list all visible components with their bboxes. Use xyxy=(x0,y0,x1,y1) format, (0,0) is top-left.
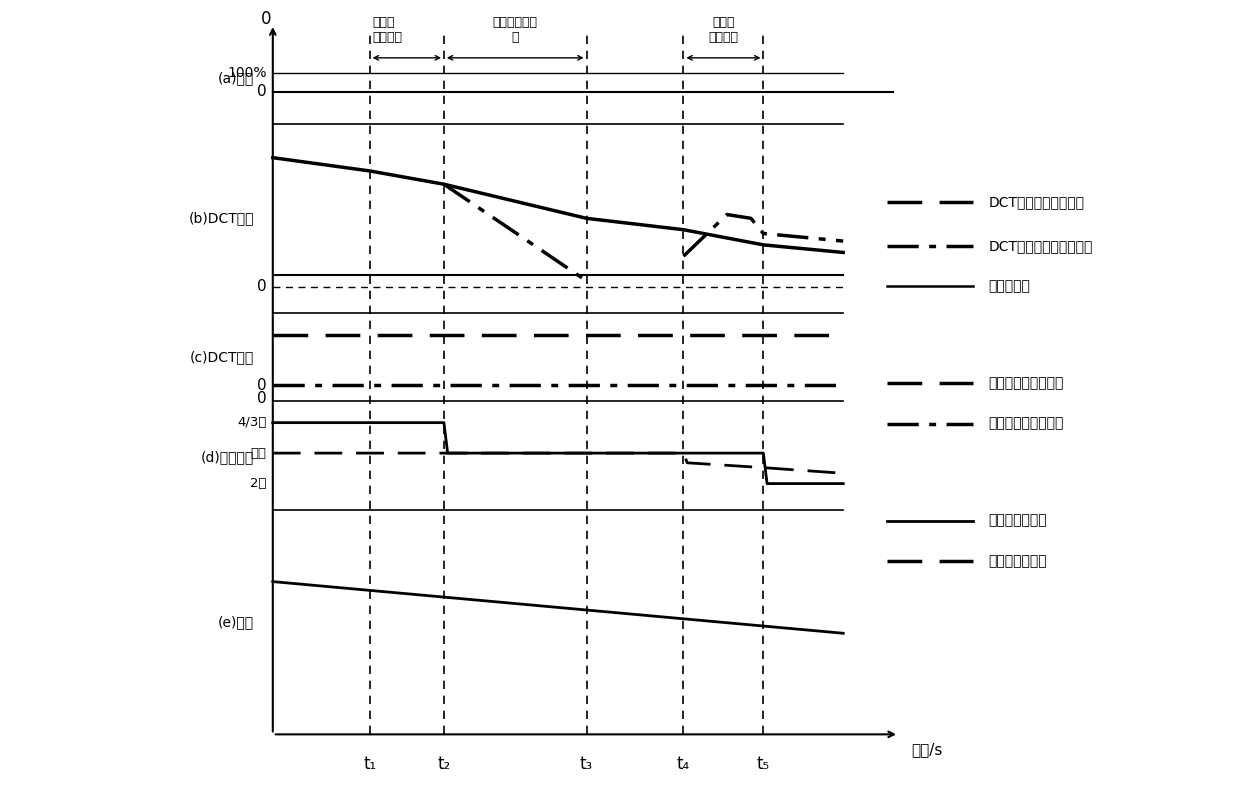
Text: (b)DCT转速: (b)DCT转速 xyxy=(188,211,254,225)
Text: 偶数轴转速下
拉: 偶数轴转速下 拉 xyxy=(492,16,538,44)
Text: (e)车速: (e)车速 xyxy=(218,615,254,629)
Text: 中位: 中位 xyxy=(250,446,267,460)
Text: t₂: t₂ xyxy=(438,755,450,772)
Text: 4/3档: 4/3档 xyxy=(237,416,267,429)
Text: 偶数离合器传递扔矩: 偶数离合器传递扔矩 xyxy=(988,416,1064,431)
Text: 奇数离合器传递扔矩: 奇数离合器传递扔矩 xyxy=(988,376,1064,391)
Text: 奇数档拨叉位置: 奇数档拨叉位置 xyxy=(988,513,1047,528)
Text: 同步器
进档控制: 同步器 进档控制 xyxy=(708,16,738,44)
Text: 0: 0 xyxy=(257,279,267,294)
Text: (a)油门: (a)油门 xyxy=(218,71,254,85)
Text: 时间/s: 时间/s xyxy=(911,742,942,758)
Text: (d)拨叉位置: (d)拨叉位置 xyxy=(201,450,254,464)
Text: 偶数档拨叉位置: 偶数档拨叉位置 xyxy=(988,554,1047,568)
Text: DCT非动力传递的轴转速: DCT非动力传递的轴转速 xyxy=(988,239,1092,253)
Text: 0: 0 xyxy=(262,10,272,28)
Text: (c)DCT扔矩: (c)DCT扔矩 xyxy=(190,350,254,364)
Text: t₄: t₄ xyxy=(677,755,689,772)
Text: 0: 0 xyxy=(257,378,267,392)
Text: t₅: t₅ xyxy=(756,755,770,772)
Text: 0: 0 xyxy=(257,391,267,406)
Text: 0: 0 xyxy=(257,84,267,99)
Text: 同步器
退档控制: 同步器 退档控制 xyxy=(372,16,402,44)
Text: 100%: 100% xyxy=(227,66,267,81)
Text: DCT动力传递的轴转速: DCT动力传递的轴转速 xyxy=(988,194,1084,209)
Text: t₃: t₃ xyxy=(580,755,593,772)
Text: 2档: 2档 xyxy=(250,477,267,490)
Text: t₁: t₁ xyxy=(363,755,376,772)
Text: 发动机转速: 发动机转速 xyxy=(988,279,1030,294)
